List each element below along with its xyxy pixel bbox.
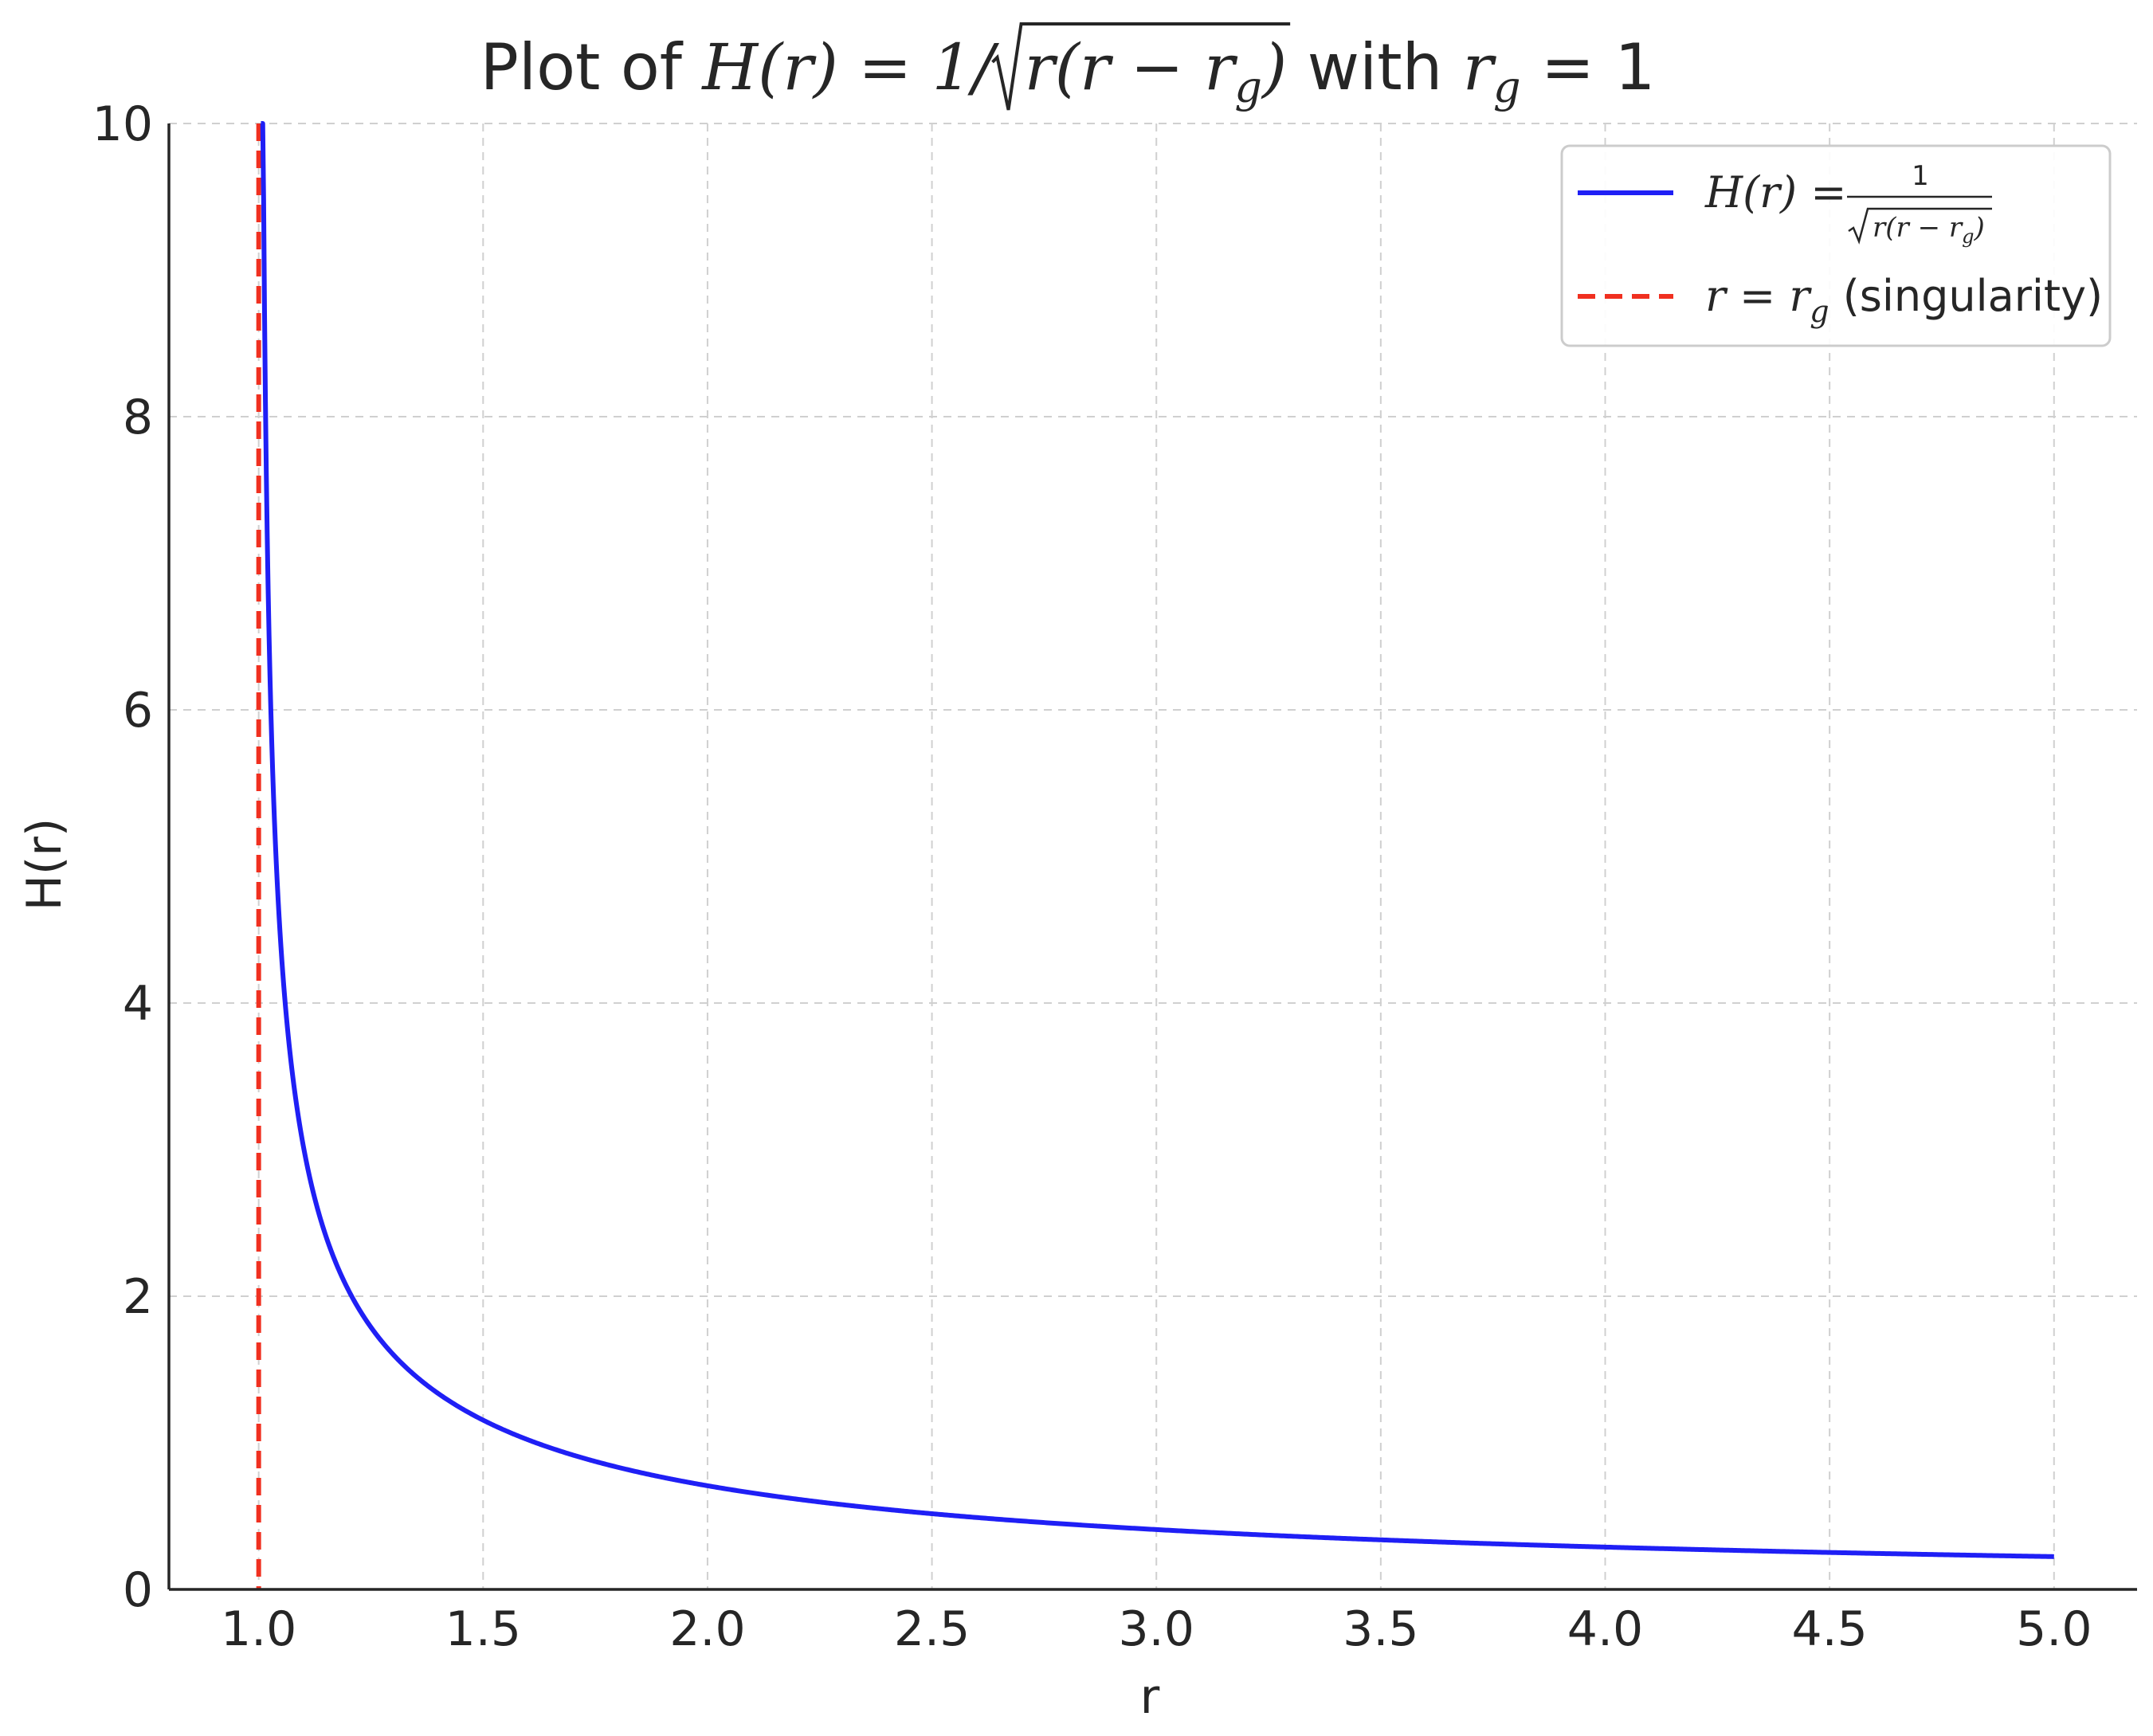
title-param-value: = 1: [1521, 30, 1656, 104]
legend-label-h: H(r) =: [1704, 167, 1846, 217]
y-ticks: 0 2 4 6 8 10: [92, 96, 153, 1618]
y-tick-label: 0: [123, 1562, 153, 1618]
y-tick-label: 6: [123, 683, 153, 739]
title-mid: with: [1287, 30, 1463, 104]
x-tick-label: 5.0: [2016, 1601, 2092, 1657]
legend-fraction-denominator: r(r − rg): [1873, 212, 1985, 248]
x-ticks: 1.0 1.5 2.0 2.5 3.0 3.5 4.0 4.5 5.0: [221, 1601, 2092, 1657]
grid-lines: [169, 123, 2137, 1589]
title-radicand-close: ): [1261, 30, 1287, 104]
title-param-sub: g: [1493, 62, 1521, 112]
y-tick-label: 4: [123, 976, 153, 1032]
title-radicand-sub: g: [1234, 62, 1262, 112]
legend: H(r) = 1 r(r − rg) r = rg (singularity): [1560, 144, 2112, 347]
svg-text:Plot of H(r) = 1/r(r − rg) wit: Plot of H(r) = 1/r(r − rg) with rg = 1: [480, 30, 1656, 112]
title-param: r: [1463, 30, 1497, 104]
title-lhs: H(r) = 1/: [700, 30, 999, 104]
x-tick-label: 3.5: [1343, 1601, 1418, 1657]
x-tick-label: 1.5: [445, 1601, 521, 1657]
series-h-curve: [259, 121, 2055, 1559]
legend-fraction-numerator: 1: [1912, 160, 1929, 192]
x-tick-label: 1.0: [221, 1601, 296, 1657]
x-axis-label: r: [1140, 1669, 1160, 1725]
title-radicand: r(r − r: [1025, 30, 1239, 104]
x-tick-label: 4.0: [1567, 1601, 1643, 1657]
x-tick-label: 2.5: [894, 1601, 970, 1657]
y-tick-label: 10: [92, 96, 153, 152]
series-layer: [256, 121, 2055, 1589]
legend-label-singularity: r = rg (singularity): [1705, 271, 2103, 329]
y-tick-label: 2: [123, 1269, 153, 1325]
x-tick-label: 4.5: [1791, 1601, 1867, 1657]
x-tick-label: 2.0: [669, 1601, 745, 1657]
y-axis-label: H(r): [17, 818, 73, 911]
axes: [167, 123, 2137, 1591]
legend-radical-sign: [1848, 207, 1992, 245]
x-tick-label: 3.0: [1119, 1601, 1194, 1657]
title-radical-sign: [991, 22, 1291, 111]
chart-title: Plot of H(r) = 1/r(r − rg) with rg = 1: [480, 22, 1656, 112]
title-prefix: Plot of: [480, 30, 703, 104]
y-tick-label: 8: [123, 390, 153, 445]
